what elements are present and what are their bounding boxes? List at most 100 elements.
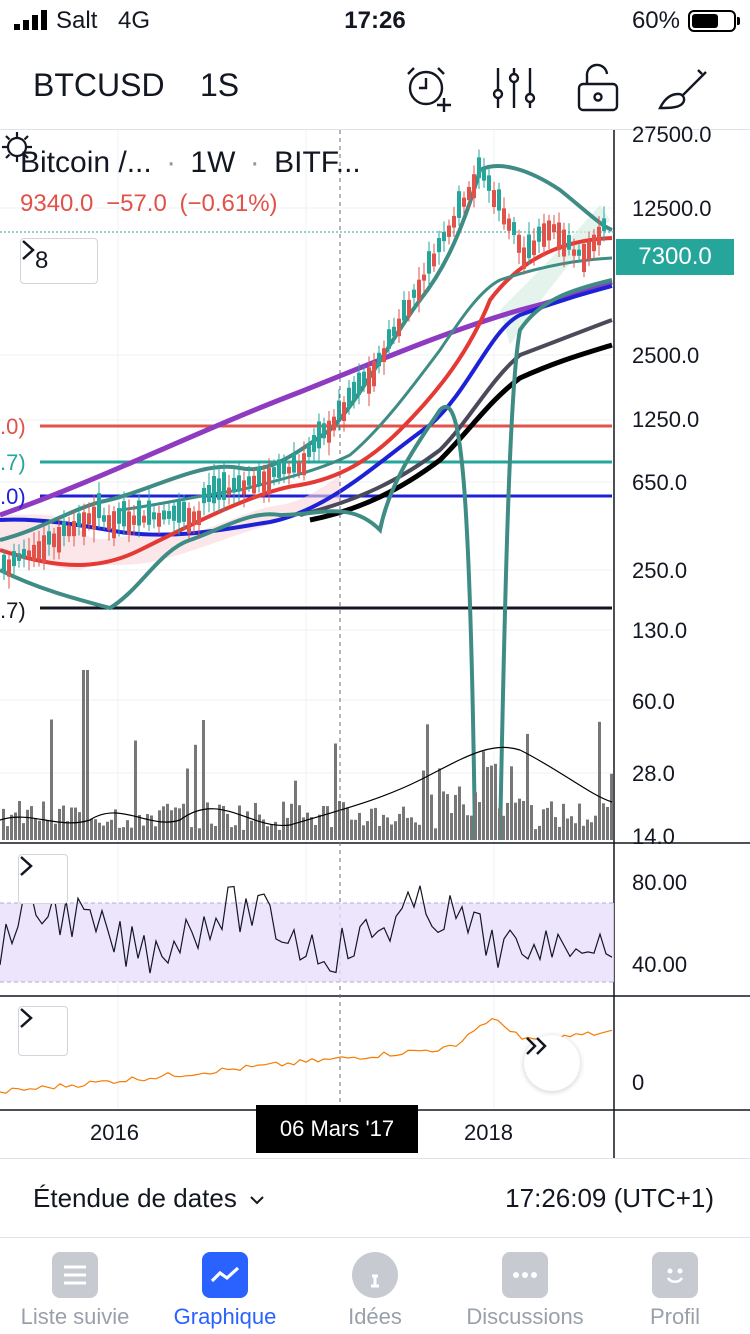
volume-bar — [210, 823, 213, 840]
volume-bar — [130, 827, 133, 840]
volume-bar — [226, 813, 229, 840]
volume-bar — [434, 828, 437, 840]
volume-bar — [446, 794, 449, 840]
settings-icon[interactable] — [0, 130, 34, 164]
ma-blue-line — [0, 284, 613, 537]
tab-ideas[interactable]: Idées — [300, 1248, 450, 1330]
chart-canvas[interactable] — [0, 130, 750, 1158]
volume-bar — [538, 825, 541, 840]
volume-bar — [350, 819, 353, 840]
volume-bar — [410, 817, 413, 840]
volume-bar — [582, 825, 585, 840]
volume-bar — [54, 823, 57, 840]
interval-button[interactable]: 1S — [200, 67, 240, 103]
legend-change-pct: (−0.61%) — [179, 190, 278, 217]
price-tick: 12500.0 — [632, 196, 712, 221]
date-range-button[interactable]: Étendue de dates — [33, 1183, 264, 1214]
volume-bar — [506, 802, 509, 840]
volume-bar — [78, 812, 81, 840]
price-tick: 650.0 — [632, 470, 688, 495]
volume-bar — [118, 827, 121, 840]
volume-bar — [14, 812, 17, 840]
chart-toolbar: BTCUSD 1S — [0, 40, 750, 130]
drawing-brush-icon[interactable] — [656, 60, 712, 116]
volume-bar — [126, 820, 129, 840]
symbol-button[interactable]: BTCUSD — [33, 67, 165, 103]
scroll-to-realtime-button[interactable] — [524, 1035, 580, 1091]
rsi-pane-toggle-button[interactable] — [18, 854, 68, 904]
tab-chart[interactable]: Graphique — [150, 1248, 300, 1330]
chevron-down-icon — [250, 1196, 264, 1205]
volume-bar — [2, 808, 5, 840]
volume-bar — [366, 821, 369, 840]
volume-bar — [110, 819, 113, 840]
volume-bar — [158, 810, 161, 840]
volume-bar — [58, 808, 61, 840]
volume-bar — [26, 809, 29, 840]
volume-bar — [546, 807, 549, 840]
volume-bar — [90, 818, 93, 840]
unlock-icon[interactable] — [570, 60, 626, 116]
legend-separator: · — [249, 146, 260, 179]
bollinger-lower — [0, 278, 613, 841]
volume-bar — [430, 794, 433, 840]
volume-bar — [566, 818, 569, 840]
tab-watchlist[interactable]: Liste suivie — [0, 1248, 150, 1330]
volume-bar — [194, 744, 197, 840]
chart-area[interactable]: Bitcoin /... · 1W · BITF... 9340.0 −57.0… — [0, 122, 750, 1158]
volume-bar — [170, 810, 173, 840]
profile-icon — [652, 1252, 698, 1298]
volume-bar — [326, 806, 329, 840]
volume-bar — [474, 792, 477, 840]
volume-bar — [306, 812, 309, 840]
volume-bar — [502, 815, 505, 840]
volume-bar — [370, 808, 373, 840]
volume-bar — [98, 822, 101, 840]
double-chevron-right-icon — [526, 1037, 547, 1055]
chart-legend[interactable]: Bitcoin /... · 1W · BITF... 9340.0 −57.0… — [20, 146, 361, 218]
indicators-icon[interactable] — [486, 60, 542, 116]
volume-bar — [202, 720, 205, 840]
volume-bar — [274, 821, 277, 840]
volume-bar — [82, 670, 85, 840]
status-time: 17:26 — [344, 7, 406, 34]
legend-change: −57.0 — [106, 190, 167, 217]
alarm-add-icon[interactable] — [400, 60, 456, 116]
volume-bar — [262, 819, 265, 840]
volume-bar — [94, 819, 97, 840]
timezone-button[interactable]: 17:26:09 (UTC+1) — [505, 1183, 714, 1213]
status-bar: Salt 4G 17:26 60% — [0, 0, 750, 40]
volume-bar — [30, 806, 33, 840]
volume-bar — [162, 806, 165, 840]
rsi-band — [0, 903, 614, 982]
volume-bar — [498, 808, 501, 840]
indicators-toggle-button[interactable]: 8 — [20, 238, 98, 284]
volume-bar — [542, 809, 545, 840]
oscillator-pane-toggle-button[interactable] — [18, 1006, 68, 1056]
volume-bar — [490, 765, 493, 840]
price-tick: 130.0 — [632, 618, 688, 643]
volume-bar — [258, 814, 261, 840]
volume-bar — [526, 733, 529, 840]
rsi-tick: 40.00 — [632, 952, 688, 977]
volume-bar — [438, 768, 441, 840]
volume-bar — [374, 807, 377, 840]
volume-bar — [554, 817, 557, 840]
date-range-bar: Étendue de dates 17:26:09 (UTC+1) — [0, 1158, 750, 1238]
legend-title: Bitcoin /... — [20, 146, 152, 179]
tab-profile[interactable]: Profil — [600, 1248, 750, 1330]
tab-discussions[interactable]: Discussions — [450, 1248, 600, 1330]
volume-bar — [558, 826, 561, 840]
volume-bar — [278, 829, 281, 840]
current-price-tag: 7300.0 — [616, 239, 734, 275]
volume-bar — [514, 802, 517, 840]
tab-label: Liste suivie — [20, 1304, 130, 1329]
volume-bar — [186, 768, 189, 840]
volume-bar — [346, 807, 349, 840]
volume-bar — [182, 803, 185, 840]
volume-bar — [602, 803, 605, 840]
volume-bar — [422, 770, 425, 840]
indicator-count: 8 — [35, 247, 49, 274]
volume-bar — [462, 804, 465, 840]
watchlist-icon — [52, 1252, 98, 1298]
